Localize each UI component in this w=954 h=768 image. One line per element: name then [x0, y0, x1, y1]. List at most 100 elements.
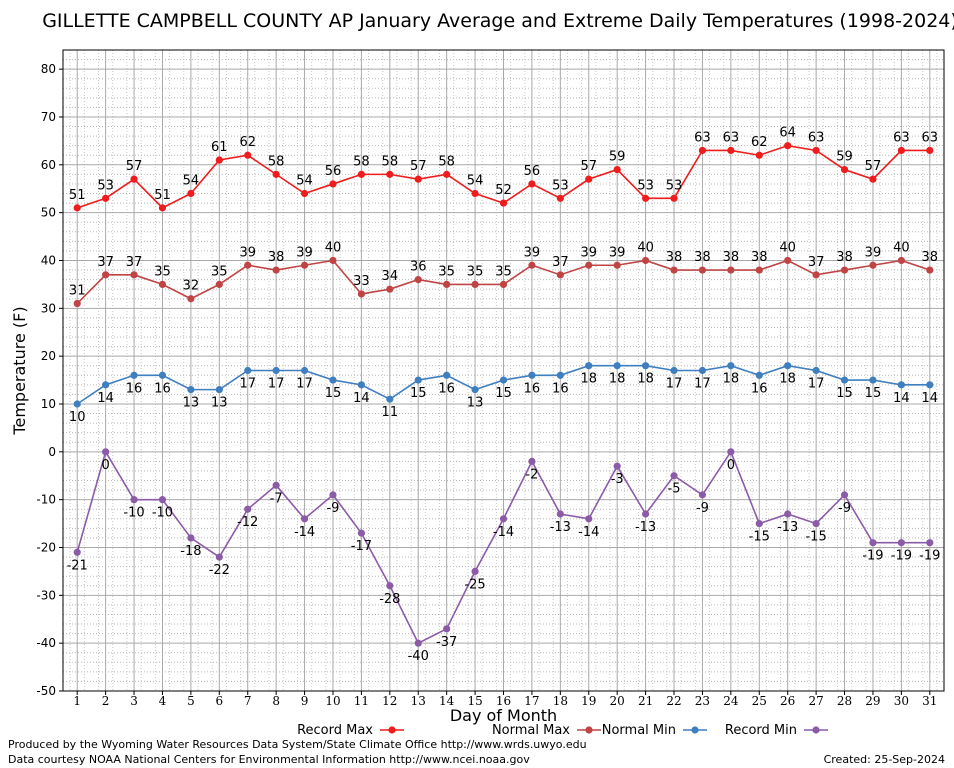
x-tick-label: 13	[411, 694, 426, 708]
normal-min-data-label: 16	[154, 381, 171, 396]
record-max-point	[897, 146, 905, 155]
normal-max-data-label: 37	[97, 255, 114, 270]
record-min-data-label: -19	[891, 549, 912, 564]
normal-min-point	[130, 371, 138, 379]
legend-item-record-min: Record Min	[725, 723, 828, 738]
normal-max-point	[73, 299, 81, 308]
record-max-point	[130, 175, 138, 183]
normal-max-data-label: 38	[694, 250, 711, 265]
x-tick-label: 23	[695, 694, 710, 708]
record-min-data-label: -10	[123, 506, 144, 521]
x-tick-label: 11	[354, 694, 369, 708]
y-tick-label: 0	[48, 445, 56, 459]
normal-max-point	[158, 280, 167, 288]
x-tick-label: 26	[780, 694, 795, 708]
grid	[63, 49, 944, 692]
normal-max-data-label: 38	[666, 250, 683, 265]
normal-max-point	[386, 285, 394, 293]
legend: Record Max Normal Max Normal Min Record Min	[297, 723, 828, 738]
record-min-point	[443, 625, 451, 633]
record-min-point	[158, 496, 167, 504]
record-max-point	[869, 175, 877, 183]
normal-min-point	[272, 366, 280, 375]
record-min-data-label: -2	[525, 467, 538, 482]
normal-max-data-label: 40	[325, 240, 342, 255]
record-max-data-label: 54	[183, 174, 200, 189]
record-max-point	[727, 146, 735, 155]
x-tick-label: 16	[496, 694, 511, 708]
record-min-data-label: -5	[668, 482, 681, 497]
record-min-data-label: -18	[180, 544, 201, 559]
normal-max-point	[755, 266, 763, 274]
record-max-point	[329, 180, 337, 188]
normal-max-point	[471, 280, 479, 288]
record-min-data-label: -40	[408, 649, 429, 664]
record-min-point	[187, 534, 195, 542]
record-max-point	[698, 146, 707, 155]
x-tick-label: 30	[894, 694, 909, 708]
record-min-data-label: -3	[611, 472, 624, 487]
normal-min-point	[869, 376, 877, 384]
record-max-data-label: 59	[609, 150, 626, 165]
legend-item-normal-min: Normal Min	[602, 723, 707, 738]
normal-min-data-label: 14	[893, 391, 910, 406]
x-tick-label: 14	[439, 694, 455, 708]
normal-min-data-label: 16	[524, 381, 541, 396]
x-tick-label: 3	[130, 694, 138, 708]
normal-min-data-label: 18	[580, 372, 597, 387]
record-min-point	[272, 481, 280, 489]
record-min-data-label: -28	[379, 592, 400, 607]
normal-max-data-label: 38	[836, 250, 853, 265]
normal-min-point	[585, 362, 593, 370]
normal-max-data-label: 37	[552, 255, 569, 270]
record-max-point	[471, 189, 479, 198]
record-max-data-label: 64	[779, 126, 796, 141]
normal-min-data-label: 17	[239, 377, 256, 392]
record-min-point	[670, 472, 678, 480]
normal-min-point	[215, 386, 223, 394]
normal-min-point	[329, 376, 337, 384]
y-tick-label: 70	[41, 110, 56, 124]
record-min-point	[784, 510, 792, 518]
record-max-data-label: 56	[325, 164, 342, 179]
record-max-point	[556, 194, 564, 202]
footer-source: Data courtesy NOAA National Centers for …	[8, 753, 530, 766]
normal-max-data-label: 35	[154, 264, 171, 279]
x-tick-label: 28	[837, 694, 852, 708]
normal-max-point	[812, 271, 820, 279]
record-min-data-label: -9	[838, 501, 851, 516]
x-axis-label: Day of Month	[450, 706, 557, 725]
normal-max-data-label: 35	[467, 264, 484, 279]
normal-max-data-label: 35	[211, 264, 228, 279]
normal-max-data-label: 39	[865, 245, 882, 260]
x-tick-label: 10	[325, 694, 340, 708]
legend-swatch-marker	[691, 726, 699, 734]
y-axis: -50 -40 -30 -20 -10 0 10 20 30 40 50 60 70 80	[36, 62, 63, 698]
record-max-data-label: 62	[239, 135, 256, 150]
record-min-data-label: -13	[635, 520, 656, 535]
y-tick-label: 50	[41, 206, 56, 220]
footer-created: Created: 25-Sep-2024	[824, 753, 945, 766]
x-tick-label: 2	[102, 694, 110, 708]
record-max-data-label: 57	[580, 159, 597, 174]
normal-min-data-label: 10	[69, 410, 86, 425]
normal-min-point	[613, 362, 621, 370]
record-max-point	[102, 194, 110, 202]
record-min-point	[499, 515, 508, 523]
record-min-data-label: -37	[436, 635, 457, 650]
normal-min-data-label: 18	[779, 372, 796, 387]
record-min-point	[727, 448, 735, 456]
x-tick-label: 20	[610, 694, 625, 708]
record-min-point	[812, 519, 820, 528]
record-max-data-label: 63	[893, 130, 910, 145]
x-tick-label: 27	[808, 694, 823, 708]
normal-min-point	[357, 381, 366, 389]
record-max-data-label: 58	[353, 154, 370, 169]
x-tick-label: 8	[272, 694, 280, 708]
normal-min-point	[187, 386, 195, 394]
record-max-point	[670, 194, 678, 202]
record-min-data-label: -19	[862, 549, 883, 564]
normal-min-point	[784, 362, 792, 370]
normal-min-data-label: 15	[865, 386, 882, 401]
normal-max-point	[528, 261, 536, 269]
